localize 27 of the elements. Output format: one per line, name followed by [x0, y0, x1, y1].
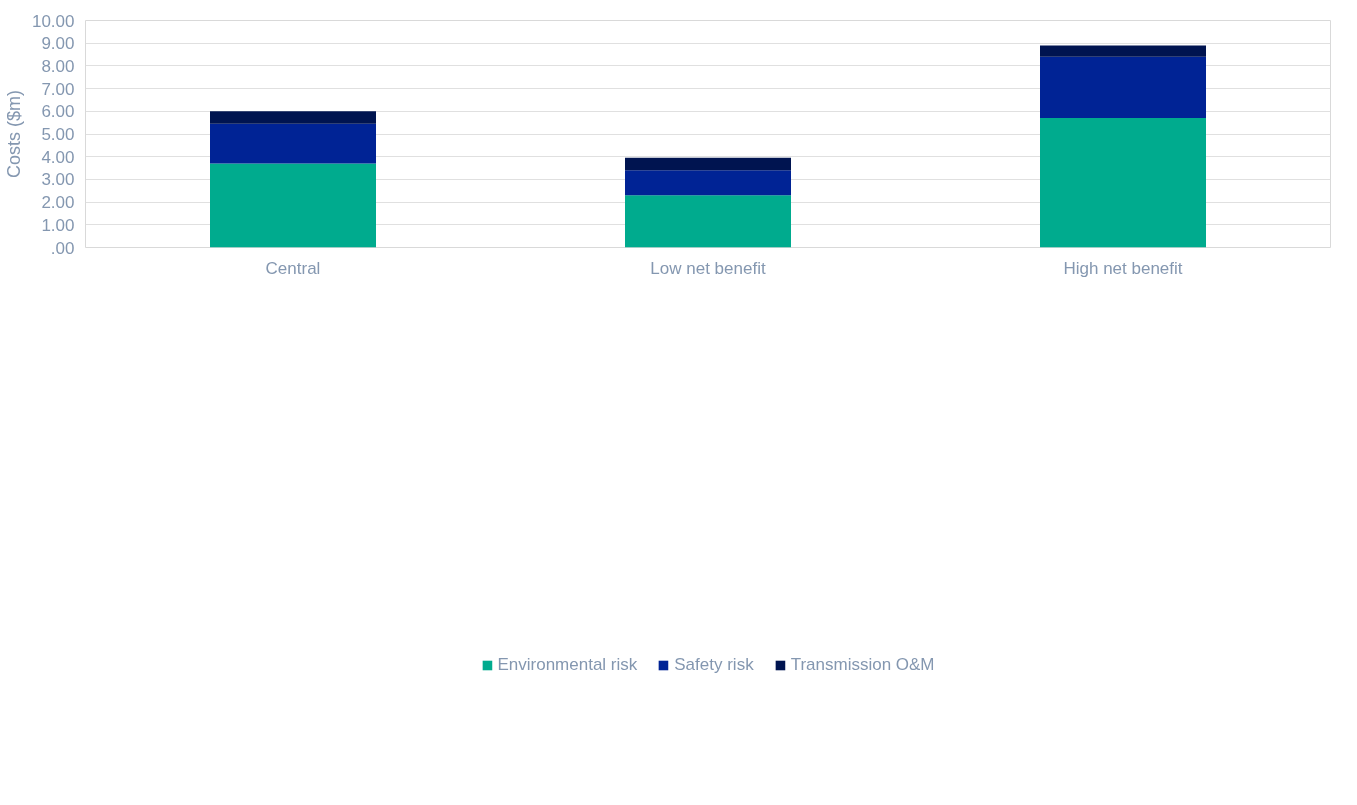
x-tick-label: Central [265, 258, 321, 278]
bar [210, 111, 376, 124]
y-tick-label: 4.00 [41, 147, 75, 167]
bar [625, 195, 791, 248]
y-tick-label: 3.00 [41, 170, 75, 190]
y-axis-title: Costs ($m) [3, 89, 24, 178]
y-tick-label: 1.00 [41, 215, 75, 235]
y-tick-label: .00 [50, 238, 75, 258]
bar [210, 163, 376, 248]
legend-label: Environmental risk [497, 655, 638, 675]
x-tick-label: High net benefit [1063, 258, 1183, 278]
y-tick-label: 6.00 [41, 102, 75, 122]
legend-label: Safety risk [674, 655, 754, 675]
y-tick-label: 5.00 [41, 125, 75, 144]
bar [1040, 56, 1206, 119]
y-tick-label: 2.00 [41, 193, 75, 213]
y-tick-label: 9.00 [41, 34, 75, 54]
bar [1040, 45, 1206, 57]
x-tick-label: Low net benefit [650, 258, 766, 278]
bar [210, 123, 376, 164]
y-tick-label: 8.00 [41, 56, 75, 76]
bar [625, 170, 791, 196]
legend-label: Transmission O&M [790, 655, 935, 675]
y-tick-label: 10.00 [31, 11, 75, 31]
y-tick-label: 7.00 [41, 79, 75, 99]
bar [1040, 118, 1206, 248]
bar [625, 157, 791, 171]
